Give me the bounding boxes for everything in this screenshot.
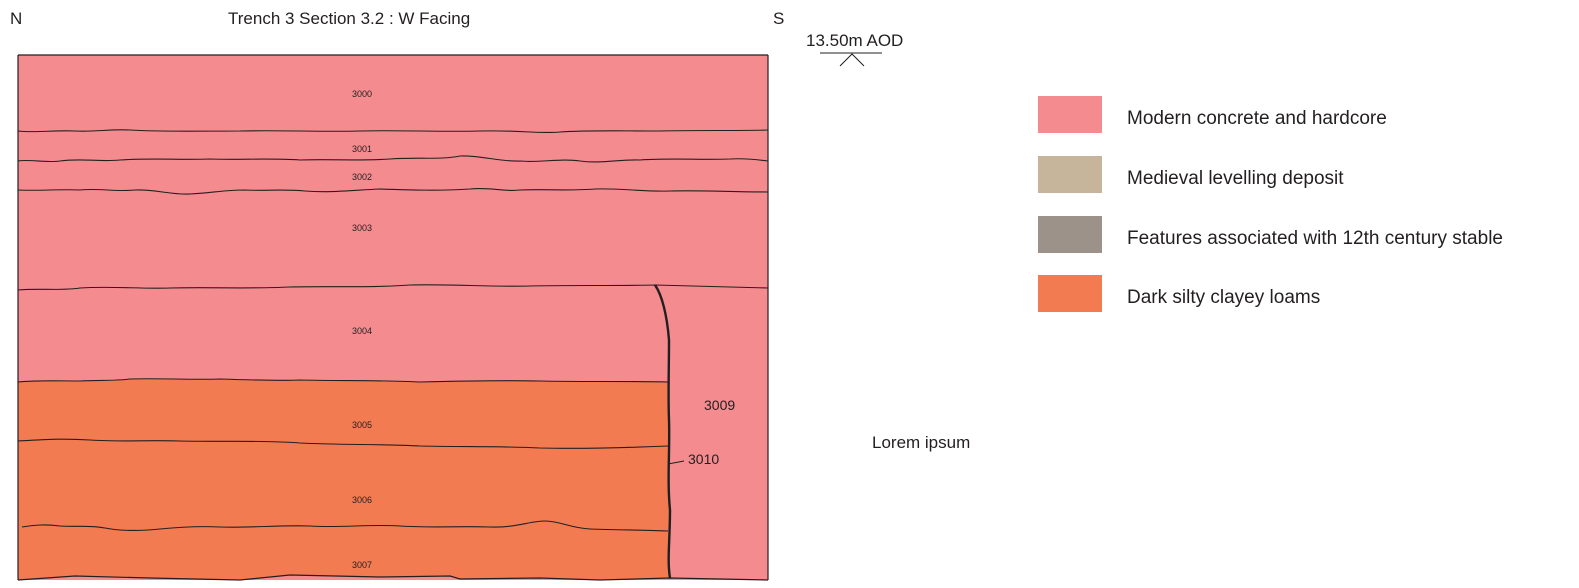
context-label-3002: 3002 bbox=[352, 172, 372, 182]
datum-level-marker: 13.50m AOD bbox=[806, 31, 903, 67]
legend-label-medieval: Medieval levelling deposit bbox=[1127, 168, 1344, 189]
legend-label-modern: Modern concrete and hardcore bbox=[1127, 108, 1387, 129]
section-outline bbox=[17, 54, 769, 581]
interface-3003-3004 bbox=[17, 284, 769, 291]
context-label-3003: 3003 bbox=[352, 223, 372, 233]
legend-label-stable: Features associated with 12th century st… bbox=[1127, 228, 1503, 249]
legend-swatch-medieval bbox=[1038, 156, 1102, 193]
section-fills bbox=[18, 55, 768, 580]
context-label-3007: 3007 bbox=[352, 560, 372, 570]
context-label-3000: 3000 bbox=[352, 89, 372, 99]
interface-3001-3002 bbox=[17, 155, 769, 163]
section-base-edge bbox=[17, 574, 769, 581]
interface-3004-3005 bbox=[17, 378, 669, 383]
legend-swatch-modern bbox=[1038, 96, 1102, 133]
legend-swatch-loam bbox=[1038, 275, 1102, 312]
context-label-3009: 3009 bbox=[704, 397, 735, 413]
interface-3006-3007 bbox=[21, 520, 669, 532]
interface-3005-3006 bbox=[17, 438, 669, 449]
context-label-3001: 3001 bbox=[352, 144, 372, 154]
context-label-3004: 3004 bbox=[352, 326, 372, 336]
legend: Modern concrete and hardcore Medieval le… bbox=[1038, 96, 1503, 312]
note-text: Lorem ipsum bbox=[872, 433, 970, 452]
north-label: N bbox=[10, 9, 22, 28]
datum-triangle-icon bbox=[839, 53, 865, 67]
cut-3010-line bbox=[653, 284, 672, 579]
fill-dark-loams bbox=[18, 378, 670, 580]
legend-swatch-stable bbox=[1038, 216, 1102, 253]
context-label-3010: 3010 bbox=[688, 451, 719, 467]
context-label-3006: 3006 bbox=[352, 495, 372, 505]
south-label: S bbox=[773, 9, 784, 28]
layer-interfaces bbox=[17, 129, 769, 532]
cut-3010-leader bbox=[667, 460, 685, 465]
context-label-3005: 3005 bbox=[352, 420, 372, 430]
legend-label-loam: Dark silty clayey loams bbox=[1127, 287, 1320, 308]
section-title: Trench 3 Section 3.2 : W Facing bbox=[228, 9, 470, 28]
datum-level-label: 13.50m AOD bbox=[806, 31, 903, 50]
interface-3000-3001 bbox=[17, 129, 769, 134]
interface-3002-3003 bbox=[17, 188, 769, 195]
